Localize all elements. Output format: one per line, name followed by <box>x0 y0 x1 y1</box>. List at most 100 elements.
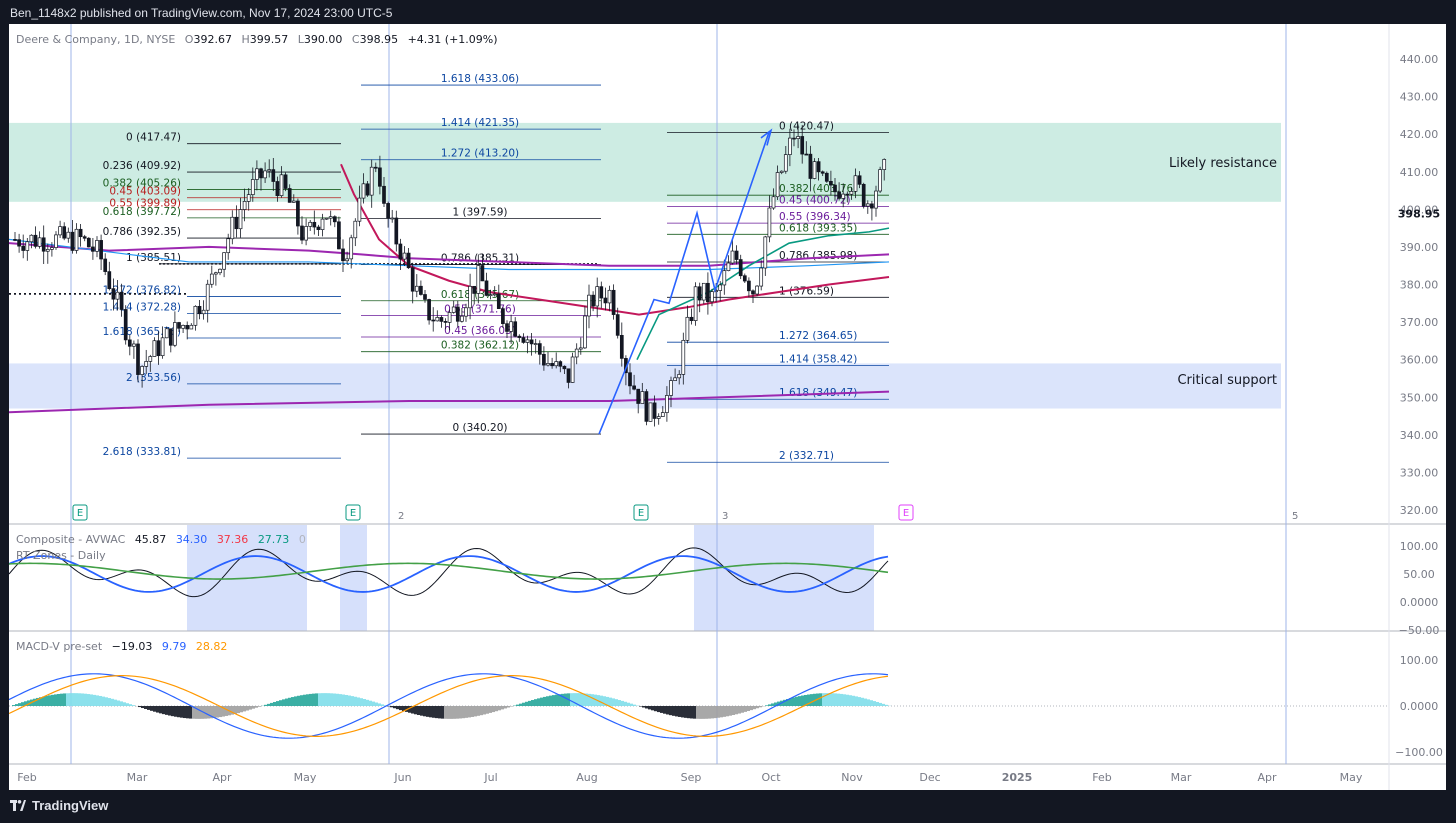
candle-body <box>447 312 452 323</box>
macd-histogram-bar <box>807 694 810 706</box>
macd-histogram-bar <box>399 706 402 711</box>
macd-histogram-bar <box>306 694 309 706</box>
macd-histogram-bar <box>735 706 738 715</box>
candle-body <box>259 168 263 179</box>
macd-histogram-bar <box>504 706 507 709</box>
candle-body <box>250 179 255 195</box>
low-value: 390.00 <box>304 33 343 46</box>
macd-histogram-bar <box>477 706 480 716</box>
macd-histogram-bar <box>99 695 102 706</box>
price-tick-label: 350.00 <box>1400 391 1439 404</box>
macd-histogram-bar <box>507 706 510 708</box>
macd-histogram-bar <box>372 701 375 706</box>
candle-body <box>570 356 575 383</box>
candle-body <box>431 319 436 322</box>
macd-histogram-bar <box>696 706 699 719</box>
candle-body <box>369 166 374 196</box>
candle-body <box>349 237 354 260</box>
macd-histogram-bar <box>705 706 708 719</box>
tradingview-footer[interactable]: TradingView <box>10 798 108 813</box>
ma-blue <box>9 238 890 271</box>
resistance-zone-label: Likely resistance <box>1169 156 1277 171</box>
candle-body <box>324 217 329 220</box>
macd-histogram-bar <box>867 699 870 706</box>
macd-histogram-bar <box>69 693 72 706</box>
earnings-marker <box>633 504 649 521</box>
macd-histogram-bar <box>528 700 531 706</box>
footer-brand: TradingView <box>32 798 109 813</box>
price-tick-label: 390.00 <box>1400 241 1439 254</box>
macd-histogram-bar <box>693 706 696 719</box>
macd-histogram-bar <box>243 706 246 712</box>
candle-body <box>648 402 653 422</box>
macd-histogram-bar <box>183 706 186 719</box>
candle-body <box>742 275 747 282</box>
time-axis[interactable]: Feb Mar Apr May Jun Jul Aug Sep Oct Nov Dec 2025 Feb… <box>17 771 1363 784</box>
macd-histogram-bar <box>408 706 411 713</box>
time-tick-label: Jun <box>393 771 411 784</box>
macd-histogram-bar <box>72 693 75 706</box>
macd-histogram-bar <box>111 698 114 706</box>
macd-histogram-bar <box>750 706 753 711</box>
macd-histogram-bar <box>84 693 87 706</box>
macd-histogram-bar <box>321 693 324 706</box>
publisher-caption: Ben_1148x2 published on TradingView.com,… <box>10 6 393 20</box>
price-axis[interactable]: 440.00 430.00 420.00 410.00 400.00 390.00 380.… <box>1398 53 1440 517</box>
candle-body <box>312 221 317 228</box>
candle-body <box>361 183 366 199</box>
macd-histogram-bar <box>396 706 399 710</box>
macd-histogram-bar <box>324 693 327 706</box>
macd-histogram-bar <box>189 706 192 719</box>
candle-body <box>86 237 91 248</box>
candle-body <box>882 159 887 170</box>
resistance-zone <box>9 122 1281 202</box>
candle-body <box>849 191 854 195</box>
macd-histogram-bar <box>207 706 210 719</box>
candle-body <box>279 174 284 197</box>
candle-body <box>701 282 706 301</box>
candle-body <box>574 348 579 358</box>
candle-body <box>378 167 382 187</box>
price-chart-svg[interactable]: 2 3 5 0 (417.47) 0.236 (409.92) 0.382 (405.2… <box>9 24 1446 790</box>
chart-area[interactable]: 2 3 5 0 (417.47) 0.236 (409.92) 0.382 (405.2… <box>9 24 1446 790</box>
macd-histogram-bar <box>711 706 714 719</box>
candle-body <box>521 337 526 343</box>
macd-histogram-bar <box>846 694 849 706</box>
candle-body <box>599 286 604 299</box>
macd-histogram-bar <box>216 706 219 718</box>
macd-histogram-bar <box>438 706 441 719</box>
candle-body <box>119 291 124 310</box>
macd-histogram-bar <box>870 700 873 706</box>
macd-histogram-bar <box>585 693 588 706</box>
macd-histogram-bar <box>60 693 63 706</box>
fib-level-label: 0.236 (409.92) <box>103 160 181 172</box>
earnings-marker <box>898 504 914 521</box>
macd-histogram-bar <box>213 706 216 718</box>
candle-body <box>189 324 194 330</box>
candle-body <box>300 225 304 241</box>
macd-histogram-bar <box>417 706 420 716</box>
main-legend: Deere & Company, 1D, NYSE O392.67 H399.5… <box>16 33 498 653</box>
candle-body <box>33 234 38 247</box>
candle-body <box>542 353 546 366</box>
symbol-title: Deere & Company, 1D, NYSE <box>16 33 175 46</box>
macd-histogram-bar <box>522 702 525 706</box>
macd-histogram-bar <box>639 706 642 707</box>
macd-histogram-bar <box>741 706 744 713</box>
macd-histogram-bar <box>318 693 321 706</box>
macd-histogram-bar <box>516 704 519 706</box>
candle-body <box>583 315 587 349</box>
candle-body <box>148 356 153 362</box>
fib-level-label: 1.272 (364.65) <box>779 330 857 342</box>
macd-histogram-bar <box>702 706 705 719</box>
macd-histogram-bar <box>744 706 747 712</box>
macd-histogram-bar <box>273 701 276 706</box>
macd-histogram-bar <box>117 700 120 706</box>
macd-histogram-bar <box>378 703 381 706</box>
candle-body <box>107 271 112 289</box>
composite-value-1: 45.87 <box>135 533 167 546</box>
candle-body <box>74 228 79 251</box>
candle-body <box>460 315 464 322</box>
candle-body <box>123 309 128 341</box>
